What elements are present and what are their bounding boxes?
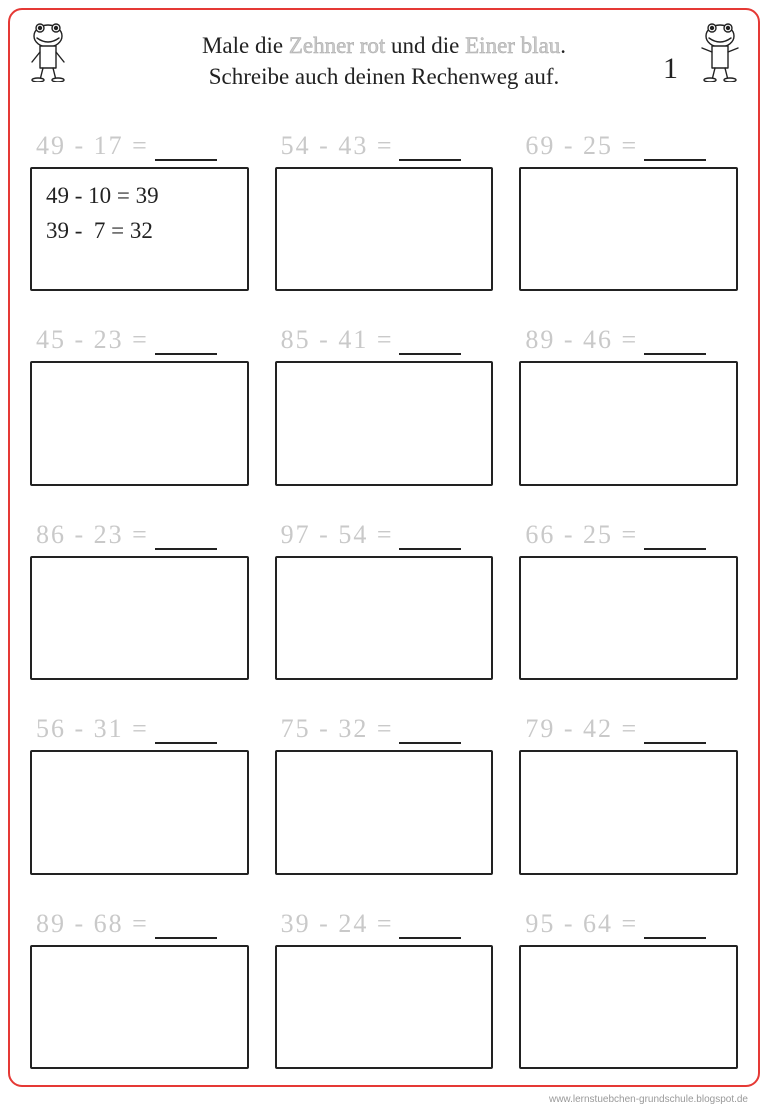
problem-expression: 66 - 25 = (519, 514, 738, 550)
answer-blank[interactable] (399, 333, 461, 355)
expr-text: 89 - 68 = (36, 909, 149, 939)
expr-text: 89 - 46 = (525, 325, 638, 355)
problem-cell: 85 - 41 = (275, 319, 494, 485)
work-box[interactable] (275, 750, 494, 874)
expr-text: 69 - 25 = (525, 131, 638, 161)
text: und die (385, 33, 465, 58)
expr-text: 79 - 42 = (525, 714, 638, 744)
problem-cell: 45 - 23 = (30, 319, 249, 485)
problem-cell: 89 - 46 = (519, 319, 738, 485)
expr-text: 85 - 41 = (281, 325, 394, 355)
problem-expression: 89 - 46 = (519, 319, 738, 355)
problem-cell: 56 - 31 = (30, 708, 249, 874)
problem-cell: 89 - 68 = (30, 903, 249, 1069)
instruction-line-1: Male die Zehner rot und die Einer blau. (0, 30, 768, 61)
problem-cell: 75 - 32 = (275, 708, 494, 874)
text: . (560, 33, 566, 58)
problem-cell: 69 - 25 = (519, 125, 738, 291)
answer-blank[interactable] (155, 722, 217, 744)
problem-expression: 54 - 43 = (275, 125, 494, 161)
work-box[interactable] (275, 167, 494, 291)
work-box[interactable] (30, 750, 249, 874)
work-box[interactable] (275, 945, 494, 1069)
problem-cell: 54 - 43 = (275, 125, 494, 291)
answer-blank[interactable] (399, 722, 461, 744)
work-box[interactable] (30, 361, 249, 485)
problem-expression: 85 - 41 = (275, 319, 494, 355)
problem-grid: 49 - 17 = 49 - 10 = 39 39 - 7 = 32 54 - … (30, 125, 738, 1069)
expr-text: 45 - 23 = (36, 325, 149, 355)
answer-blank[interactable] (399, 917, 461, 939)
work-box[interactable] (519, 361, 738, 485)
answer-blank[interactable] (155, 139, 217, 161)
expr-text: 86 - 23 = (36, 520, 149, 550)
expr-text: 66 - 25 = (525, 520, 638, 550)
answer-blank[interactable] (399, 528, 461, 550)
problem-expression: 56 - 31 = (30, 708, 249, 744)
expr-text: 75 - 32 = (281, 714, 394, 744)
emphasis-zehner: Zehner rot (289, 33, 385, 58)
expr-text: 49 - 17 = (36, 131, 149, 161)
problem-expression: 45 - 23 = (30, 319, 249, 355)
problem-cell: 79 - 42 = (519, 708, 738, 874)
problem-cell: 86 - 23 = (30, 514, 249, 680)
problem-expression: 75 - 32 = (275, 708, 494, 744)
answer-blank[interactable] (155, 917, 217, 939)
instruction-line-2: Schreibe auch deinen Rechenweg auf. (0, 61, 768, 92)
expr-text: 97 - 54 = (281, 520, 394, 550)
work-box[interactable] (275, 556, 494, 680)
answer-blank[interactable] (644, 528, 706, 550)
work-box[interactable] (275, 361, 494, 485)
work-box[interactable] (30, 945, 249, 1069)
expr-text: 39 - 24 = (281, 909, 394, 939)
answer-blank[interactable] (155, 333, 217, 355)
expr-text: 54 - 43 = (281, 131, 394, 161)
problem-expression: 95 - 64 = (519, 903, 738, 939)
work-box[interactable] (519, 556, 738, 680)
answer-blank[interactable] (644, 722, 706, 744)
work-box[interactable] (519, 167, 738, 291)
problem-expression: 89 - 68 = (30, 903, 249, 939)
instructions-header: Male die Zehner rot und die Einer blau. … (0, 30, 768, 92)
problem-cell: 66 - 25 = (519, 514, 738, 680)
answer-blank[interactable] (644, 333, 706, 355)
emphasis-einer: Einer blau (465, 33, 560, 58)
problem-expression: 69 - 25 = (519, 125, 738, 161)
problem-expression: 49 - 17 = (30, 125, 249, 161)
answer-blank[interactable] (644, 917, 706, 939)
work-box[interactable] (519, 750, 738, 874)
problem-expression: 39 - 24 = (275, 903, 494, 939)
expr-text: 95 - 64 = (525, 909, 638, 939)
problem-cell: 39 - 24 = (275, 903, 494, 1069)
problem-expression: 97 - 54 = (275, 514, 494, 550)
answer-blank[interactable] (399, 139, 461, 161)
problem-expression: 79 - 42 = (519, 708, 738, 744)
expr-text: 56 - 31 = (36, 714, 149, 744)
problem-cell: 97 - 54 = (275, 514, 494, 680)
problem-cell: 49 - 17 = 49 - 10 = 39 39 - 7 = 32 (30, 125, 249, 291)
text: Male die (202, 33, 289, 58)
problem-expression: 86 - 23 = (30, 514, 249, 550)
page-number: 1 (663, 52, 678, 86)
answer-blank[interactable] (155, 528, 217, 550)
footer-url: www.lernstuebchen-grundschule.blogspot.d… (549, 1094, 748, 1105)
work-box[interactable]: 49 - 10 = 39 39 - 7 = 32 (30, 167, 249, 291)
answer-blank[interactable] (644, 139, 706, 161)
problem-cell: 95 - 64 = (519, 903, 738, 1069)
work-box[interactable] (30, 556, 249, 680)
work-box[interactable] (519, 945, 738, 1069)
